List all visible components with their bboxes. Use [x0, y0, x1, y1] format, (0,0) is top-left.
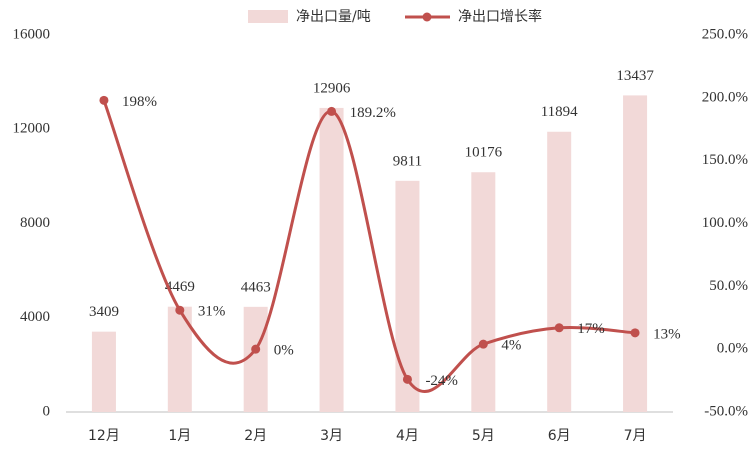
- y-tick-label: 16000: [13, 26, 51, 42]
- legend-label: 净出口量/吨: [296, 9, 371, 25]
- y-tick-label: 12000: [13, 121, 51, 137]
- line-marker: [175, 305, 185, 315]
- line-marker: [554, 323, 564, 333]
- line-value-label: 13%: [653, 326, 681, 342]
- bar: [547, 131, 572, 412]
- x-tick-label: 3月: [320, 428, 343, 444]
- x-tick-label: 12月: [88, 428, 120, 444]
- bar-value-label: 11894: [541, 104, 578, 120]
- bar: [91, 331, 116, 412]
- y2-tick-label: 0.0%: [717, 341, 748, 357]
- y-tick-label: 8000: [20, 215, 50, 231]
- x-tick-label: 5月: [472, 428, 495, 444]
- line-value-label: 198%: [122, 94, 157, 110]
- bar-value-label: 13437: [616, 68, 654, 84]
- y-tick-label: 0: [43, 403, 51, 419]
- y2-tick-label: 150.0%: [702, 152, 748, 168]
- bar: [471, 172, 496, 412]
- y2-tick-label: 50.0%: [709, 278, 748, 294]
- bar-value-label: 4463: [241, 279, 271, 295]
- bar: [623, 95, 648, 412]
- y2-tick-label: -50.0%: [704, 403, 748, 419]
- line-marker: [402, 374, 412, 384]
- line-value-label: 4%: [501, 338, 521, 354]
- line-marker: [99, 95, 109, 105]
- legend-label: 净出口增长率: [458, 8, 542, 25]
- bar-value-label: 4469: [165, 279, 195, 295]
- y-tick-label: 4000: [20, 309, 50, 325]
- line-value-label: 0%: [274, 343, 294, 359]
- bar: [395, 180, 420, 412]
- line-value-label: -24%: [425, 373, 458, 389]
- y2-tick-label: 200.0%: [702, 89, 748, 105]
- bar-value-label: 12906: [313, 80, 351, 96]
- y2-tick-label: 100.0%: [702, 215, 748, 231]
- line-value-label: 17%: [577, 321, 605, 337]
- x-tick-label: 7月: [624, 428, 647, 444]
- line-marker: [251, 344, 261, 354]
- line-value-label: 189.2%: [350, 105, 396, 121]
- y2-tick-label: 250.0%: [702, 26, 748, 42]
- line-marker: [630, 328, 640, 338]
- x-tick-label: 6月: [548, 428, 571, 444]
- x-tick-label: 2月: [244, 428, 267, 444]
- line-marker: [327, 106, 337, 116]
- bar-value-label: 10176: [465, 145, 503, 161]
- legend-swatch: [248, 10, 288, 23]
- line-value-label: 31%: [198, 304, 226, 320]
- legend-swatch: [422, 12, 432, 22]
- bar: [319, 107, 344, 412]
- x-tick-label: 4月: [396, 428, 419, 444]
- line-marker: [478, 339, 488, 349]
- bar-value-label: 3409: [89, 304, 119, 320]
- bar-value-label: 9811: [393, 153, 422, 169]
- x-tick-label: 1月: [168, 428, 191, 444]
